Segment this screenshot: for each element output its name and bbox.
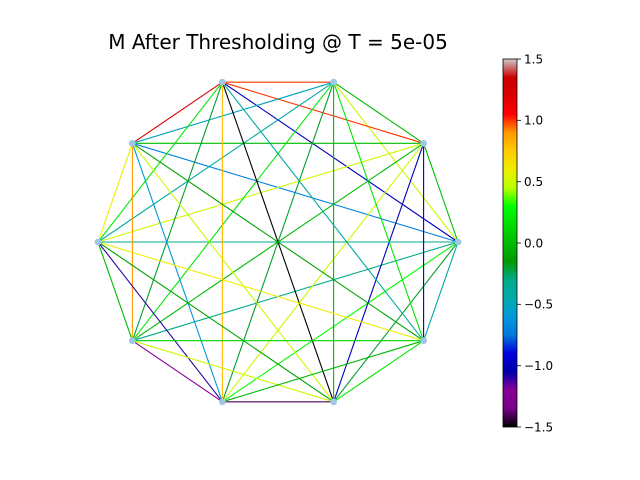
nodes-layer <box>94 78 462 406</box>
node-1 <box>420 139 427 147</box>
colorbar: 1.5 1.0 0.5 0.0 −0.5 −1.0 −1.5 <box>502 52 553 434</box>
node-8 <box>330 398 337 406</box>
edge-2-9 <box>333 82 425 341</box>
colorbar-tick-label: −1.0 <box>524 359 553 373</box>
edge-4-7 <box>131 143 223 402</box>
colorbar-tick-label: −1.5 <box>524 420 553 434</box>
colorbar-tick-label: −0.5 <box>524 298 553 312</box>
node-4 <box>129 139 136 147</box>
colorbar-tick-label: 1.5 <box>524 52 543 66</box>
node-6 <box>129 337 136 345</box>
colorbar-tick-label: 1.0 <box>524 114 543 128</box>
edge-3-9 <box>221 81 425 342</box>
node-3 <box>219 78 226 86</box>
edge-8-9 <box>333 340 424 403</box>
edge-3-4 <box>132 81 223 144</box>
edge-6-8 <box>132 340 334 403</box>
node-9 <box>420 337 427 345</box>
edge-5-9 <box>97 241 424 342</box>
colorbar-ticks: 1.5 1.0 0.5 0.0 −0.5 −1.0 −1.5 <box>517 52 553 434</box>
node-2 <box>330 78 337 86</box>
edge-2-5 <box>97 81 334 243</box>
edge-0-1 <box>423 143 459 243</box>
edge-6-7 <box>132 340 223 403</box>
edge-0-7 <box>222 241 459 403</box>
colorbar-tick-label: 0.5 <box>524 175 543 189</box>
edge-0-9 <box>423 241 459 341</box>
edge-5-7 <box>97 241 223 403</box>
node-0 <box>454 238 462 246</box>
edge-1-8 <box>333 143 425 402</box>
edge-4-5 <box>97 143 133 243</box>
colorbar-gradient <box>502 58 518 428</box>
edge-1-2 <box>333 81 424 144</box>
edge-7-9 <box>222 340 424 403</box>
edge-0-3 <box>222 81 459 243</box>
colorbar-tick-label: 0.0 <box>524 236 543 250</box>
edge-4-9 <box>132 142 424 342</box>
edge-5-6 <box>97 241 133 341</box>
node-7 <box>219 398 226 406</box>
edges-layer <box>97 81 459 403</box>
edge-4-8 <box>131 142 335 403</box>
edge-3-6 <box>131 82 223 341</box>
edge-5-8 <box>97 241 334 403</box>
node-5 <box>94 238 102 246</box>
chart-title: M After Thresholding @ T = 5e-05 <box>108 30 448 54</box>
